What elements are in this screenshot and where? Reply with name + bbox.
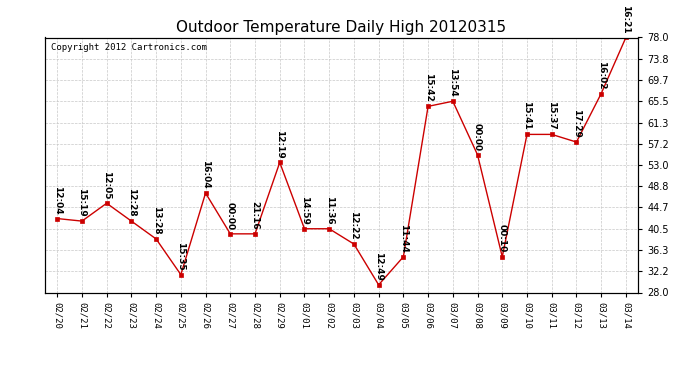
Text: 16:04: 16:04 <box>201 160 210 189</box>
Text: 17:29: 17:29 <box>572 109 581 138</box>
Text: 11:36: 11:36 <box>325 196 334 225</box>
Title: Outdoor Temperature Daily High 20120315: Outdoor Temperature Daily High 20120315 <box>177 20 506 35</box>
Text: Copyright 2012 Cartronics.com: Copyright 2012 Cartronics.com <box>51 43 207 52</box>
Text: 21:16: 21:16 <box>250 201 259 229</box>
Text: 00:00: 00:00 <box>473 123 482 151</box>
Text: 15:19: 15:19 <box>77 188 86 217</box>
Text: 15:42: 15:42 <box>424 74 433 102</box>
Text: 12:49: 12:49 <box>374 252 383 280</box>
Text: 00:00: 00:00 <box>226 201 235 229</box>
Text: 12:05: 12:05 <box>102 171 111 199</box>
Text: 14:59: 14:59 <box>300 196 309 225</box>
Text: 12:19: 12:19 <box>275 129 284 158</box>
Text: 16:21: 16:21 <box>622 5 631 33</box>
Text: 15:41: 15:41 <box>522 102 531 130</box>
Text: 12:22: 12:22 <box>349 211 358 240</box>
Text: 11:44: 11:44 <box>399 224 408 253</box>
Text: 12:28: 12:28 <box>127 188 136 217</box>
Text: 15:37: 15:37 <box>547 102 556 130</box>
Text: 13:54: 13:54 <box>448 68 457 97</box>
Text: 13:28: 13:28 <box>152 206 161 235</box>
Text: 00:10: 00:10 <box>497 224 506 253</box>
Text: 16:02: 16:02 <box>597 61 606 89</box>
Text: 12:04: 12:04 <box>52 186 61 214</box>
Text: 15:35: 15:35 <box>177 242 186 270</box>
